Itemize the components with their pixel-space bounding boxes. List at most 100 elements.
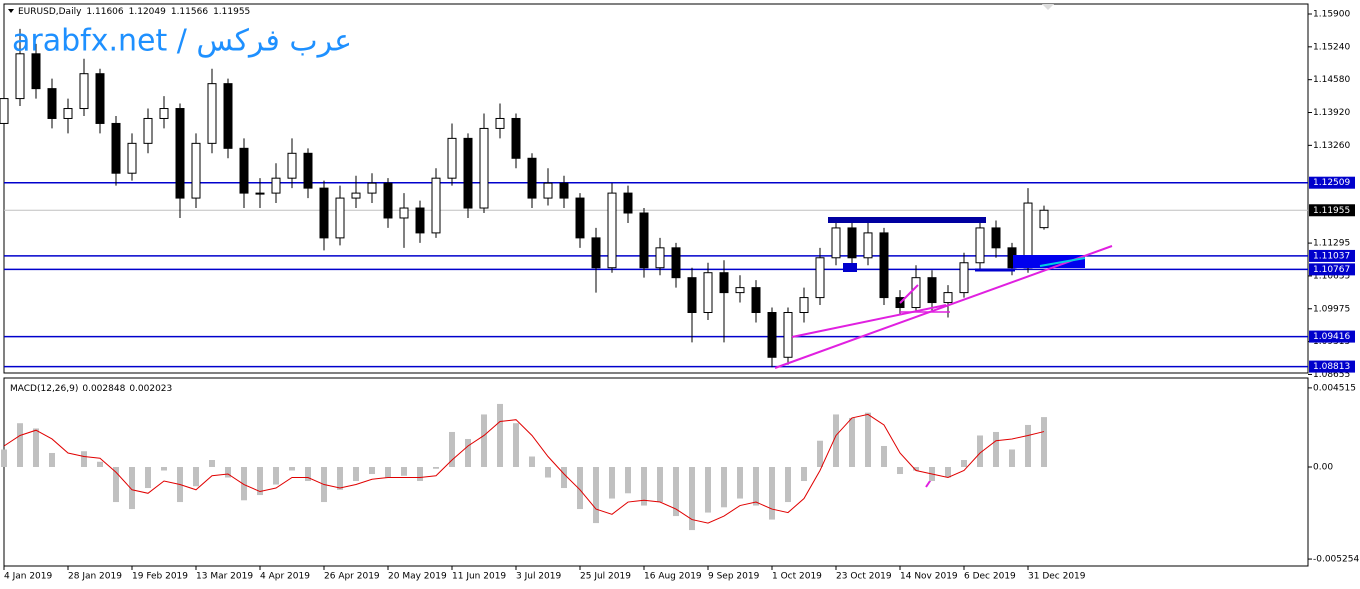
macd-bar [225, 467, 231, 478]
candle-body [911, 277, 921, 309]
candle-body [863, 232, 873, 259]
ohlc-value: 1.11955 [213, 7, 250, 17]
candle-body [927, 277, 937, 304]
candle-body [303, 152, 313, 189]
macd-bar [417, 467, 423, 482]
y-tick-label: 1.15240 [1313, 42, 1350, 52]
candle-body [335, 197, 345, 239]
macd-bar [97, 461, 103, 468]
macd-bar [1041, 417, 1047, 468]
macd-bar [129, 467, 135, 510]
macd-bar [433, 467, 439, 469]
macd-bar [961, 459, 967, 468]
candle-body [111, 122, 121, 174]
macd-bar [449, 431, 455, 468]
macd-bar [801, 467, 807, 482]
macd-bar [769, 467, 775, 520]
macd-bar [625, 467, 631, 494]
shift-marker [1042, 4, 1054, 10]
candle-body [559, 182, 569, 199]
macd-name: MACD(12,26,9) [10, 384, 78, 394]
candle-body [95, 73, 105, 124]
candle-body [543, 182, 553, 199]
candle-body [447, 137, 457, 179]
macd-bar [1025, 424, 1031, 468]
level-label: 1.10767 [1313, 265, 1350, 275]
macd-bar [193, 467, 199, 487]
macd-bar [689, 467, 695, 531]
candle-body [351, 192, 361, 199]
candle-body [431, 177, 441, 234]
candle-body [415, 207, 425, 234]
macd-bar [913, 467, 919, 471]
level-label: 1.09416 [1313, 332, 1350, 342]
macd-bar [849, 417, 855, 468]
candle-body [63, 108, 73, 119]
candle-body [591, 237, 601, 269]
candle-body [879, 232, 889, 299]
candle-body [127, 142, 137, 174]
x-tick-label: 14 Nov 2019 [900, 572, 958, 582]
zone [1013, 255, 1085, 268]
macd-bar [673, 467, 679, 517]
ohlc-value: 1.11566 [171, 7, 208, 17]
candle-body [319, 187, 329, 239]
candle-body [479, 127, 489, 209]
macd-bar [881, 445, 887, 468]
candle-body [0, 98, 9, 124]
menu-arrow[interactable] [8, 9, 14, 13]
candle-body [687, 277, 697, 314]
ohlc-value: 1.11606 [86, 7, 123, 17]
x-tick-label: 26 Apr 2019 [324, 572, 380, 582]
candle-body [383, 182, 393, 219]
candle-body [639, 212, 649, 269]
macd-bar [337, 467, 343, 490]
watermark: arabfx.net / عرب فركس [12, 24, 352, 59]
y-tick-label: 1.15900 [1313, 9, 1350, 19]
macd-bar [833, 414, 839, 468]
macd-bar [753, 467, 759, 506]
macd-bar [705, 467, 711, 513]
candle-body [943, 292, 953, 304]
x-tick-label: 4 Apr 2019 [260, 572, 310, 582]
candle-body [159, 108, 169, 119]
macd-bar [289, 467, 295, 471]
macd-bar [305, 467, 311, 482]
macd-bar [33, 428, 39, 468]
trend-line [774, 245, 1113, 369]
macd-bar [513, 423, 519, 468]
candle-body [783, 312, 793, 358]
y-tick-label: 0.004515 [1313, 383, 1356, 393]
trend-line [1039, 257, 1086, 267]
x-tick-label: 16 Aug 2019 [644, 572, 702, 582]
last-price-box [1309, 204, 1355, 217]
macd-bar [593, 467, 599, 524]
candle-body [511, 117, 521, 159]
symbol: EURUSD,Daily [18, 7, 82, 17]
macd-bar [817, 440, 823, 468]
macd-bar [465, 438, 471, 468]
candle-body [831, 227, 841, 259]
zone [828, 217, 986, 223]
x-tick-label: 25 Jul 2019 [580, 572, 631, 582]
macd-bar [993, 431, 999, 468]
macd-bar [113, 467, 119, 503]
x-tick-label: 20 May 2019 [388, 572, 447, 582]
x-tick-label: 28 Jan 2019 [68, 572, 122, 582]
candle-body [1039, 209, 1049, 229]
candle-body [239, 147, 249, 194]
macd-bar [737, 467, 743, 499]
y-tick-label: 1.13920 [1313, 108, 1350, 118]
macd-bar [49, 452, 55, 468]
x-tick-label: 19 Feb 2019 [132, 572, 188, 582]
candle-body [15, 53, 25, 100]
y-tick-label: -0.005254 [1313, 555, 1359, 565]
price-frame [3, 3, 1309, 374]
y-tick-label: 0.00 [1313, 463, 1333, 473]
macd-bar [497, 403, 503, 468]
macd-bar [401, 467, 407, 476]
macd-bar [785, 467, 791, 503]
candle-body [735, 287, 745, 294]
macd-bar [257, 467, 263, 496]
